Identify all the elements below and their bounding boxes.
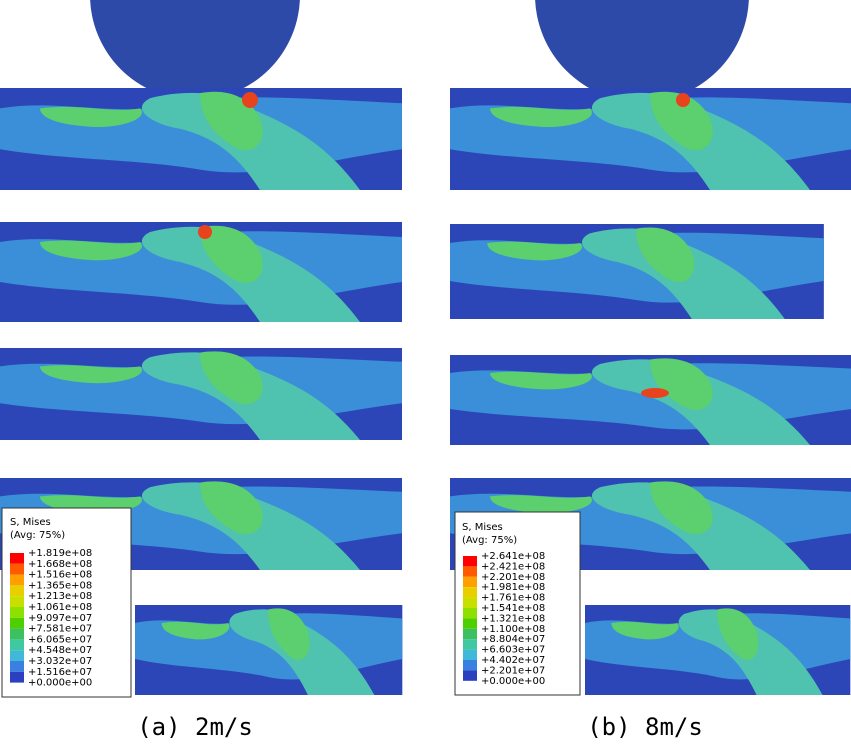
color-band [463,649,477,660]
legend: S, Mises (Avg: 75%) +2.641e+08+2.421e+08… [454,511,581,696]
legend-label: +2.201e+08 [481,572,545,583]
color-band [10,585,24,597]
legend-label: +1.365e+08 [28,580,92,591]
color-band [10,563,24,575]
legend-subtitle: (Avg: 75%) [10,530,65,541]
legend-label: +1.061e+08 [28,602,92,613]
color-band [10,650,24,661]
color-band [463,597,477,608]
caption: (b) 8m/s [587,713,703,741]
color-band [463,608,477,619]
legend-label: +8.804e+07 [481,634,545,645]
legend-label: +6.603e+07 [481,645,545,656]
legend-label: +2.201e+07 [481,665,545,676]
color-band [463,660,477,671]
legend-label: +1.981e+08 [481,582,545,593]
legend-label: +0.000e+00 [481,676,545,687]
legend-label: +0.000e+00 [28,678,92,689]
legend-label: +1.100e+08 [481,624,545,635]
color-band [10,574,24,586]
legend: S, Mises (Avg: 75%) +1.819e+08+1.668e+08… [1,507,132,698]
legend-label: +1.213e+08 [28,591,92,602]
color-band [463,576,477,588]
color-band [463,587,477,598]
legend-label: +4.402e+07 [481,655,545,666]
caption: (a) 2m/s [137,713,253,741]
legend-label: +9.097e+07 [28,613,92,624]
color-band [463,556,477,567]
color-band [463,670,477,681]
legend-label: +2.421e+08 [481,561,545,572]
legend-label: +2.641e+08 [481,551,545,562]
color-band [10,596,24,607]
left-column [0,0,403,695]
color-band [463,639,477,650]
legend-label: +1.541e+08 [481,603,545,614]
legend-label: +1.819e+08 [28,548,92,559]
color-band [10,628,24,640]
legend-label: +1.668e+08 [28,559,92,570]
color-band [463,618,477,629]
legend-label: +1.321e+08 [481,613,545,624]
legend-label: +3.032e+07 [28,656,92,667]
color-band [463,628,477,640]
legend-title: S, Mises [462,522,503,533]
legend-label: +4.548e+07 [28,645,92,656]
color-band [10,671,24,683]
legend-label: +7.581e+07 [28,624,92,635]
color-band [10,617,24,629]
legend-label: +1.761e+08 [481,593,545,604]
right-column [450,0,851,695]
color-band [10,553,24,564]
legend-label: +1.516e+08 [28,570,92,581]
color-band [10,607,24,618]
legend-label: +1.516e+07 [28,667,92,678]
color-band [10,661,24,672]
legend-subtitle: (Avg: 75%) [462,535,517,546]
legend-label: +6.065e+07 [28,634,92,645]
color-band [463,566,477,577]
color-band [10,639,24,651]
legend-title: S, Mises [10,517,51,528]
